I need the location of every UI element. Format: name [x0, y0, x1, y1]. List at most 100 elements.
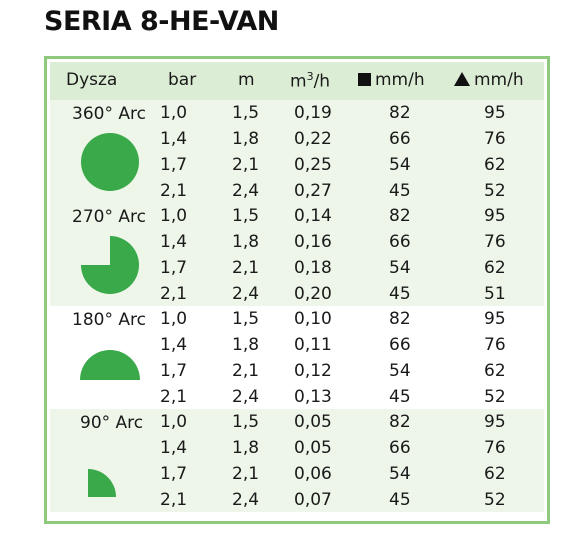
table-row: 1,7 2,1 0,25 54 62	[50, 152, 544, 178]
arc-label: 360° Arc	[72, 104, 146, 124]
table-row: 1,0 1,5 0,10 82 95	[50, 306, 544, 332]
cell-square-precip: 45	[389, 284, 411, 304]
nozzle-table: Dysza bar m m3/h mm/h mm/h 360° Arc 1,0 …	[44, 56, 550, 524]
cell-bar: 2,1	[160, 284, 188, 304]
square-icon	[358, 73, 371, 86]
cell-triangle-precip: 95	[484, 412, 506, 432]
cell-square-precip: 82	[389, 412, 411, 432]
cell-triangle-precip: 52	[484, 490, 506, 510]
cell-bar: 1,4	[160, 232, 188, 252]
cell-bar: 1,0	[160, 412, 188, 432]
cell-triangle-precip: 95	[484, 309, 506, 329]
cell-triangle-precip: 76	[484, 232, 506, 252]
page-title: SERIA 8-HE-VAN	[44, 6, 279, 37]
header-flow-tail: /h	[313, 71, 331, 92]
header-triangle-precip: mm/h	[454, 70, 524, 90]
cell-triangle-precip: 62	[484, 361, 506, 381]
cell-triangle-precip: 76	[484, 129, 506, 149]
nozzle-group-360: 360° Arc 1,0 1,5 0,19 82 95 1,4 1,8 0,22…	[50, 100, 544, 203]
table-row: 1,4 1,8 0,22 66 76	[50, 126, 544, 152]
cell-square-precip: 66	[389, 232, 411, 252]
cell-flow: 0,05	[294, 438, 332, 458]
cell-m: 1,8	[232, 129, 260, 149]
header-flow-sup: 3	[306, 70, 314, 83]
cell-square-precip: 66	[389, 129, 411, 149]
cell-triangle-precip: 52	[484, 387, 506, 407]
arc-270-icon	[81, 236, 139, 294]
nozzle-group-180: 180° Arc 1,0 1,5 0,10 82 95 1,4 1,8 0,11…	[50, 306, 544, 409]
cell-m: 2,4	[232, 181, 260, 201]
cell-flow: 0,06	[294, 464, 332, 484]
cell-square-precip: 82	[389, 206, 411, 226]
arc-label: 270° Arc	[72, 207, 146, 227]
cell-bar: 1,0	[160, 206, 188, 226]
cell-m: 2,1	[232, 155, 260, 175]
table-row: 2,1 2,4 0,20 45 51	[50, 281, 544, 307]
cell-square-precip: 54	[389, 258, 411, 278]
cell-bar: 1,7	[160, 464, 188, 484]
cell-bar: 2,1	[160, 181, 188, 201]
cell-bar: 2,1	[160, 490, 188, 510]
cell-bar: 1,4	[160, 335, 188, 355]
cell-flow: 0,16	[294, 232, 332, 252]
header-flow: m3/h	[290, 70, 330, 92]
cell-flow: 0,27	[294, 181, 332, 201]
cell-flow: 0,12	[294, 361, 332, 381]
arc-90-icon	[88, 469, 116, 497]
cell-flow: 0,18	[294, 258, 332, 278]
cell-flow: 0,05	[294, 412, 332, 432]
cell-flow: 0,13	[294, 387, 332, 407]
arc-180-icon	[80, 350, 140, 380]
cell-triangle-precip: 95	[484, 206, 506, 226]
header-bar: bar	[168, 70, 197, 90]
cell-flow: 0,14	[294, 206, 332, 226]
nozzle-group-270: 270° Arc 1,0 1,5 0,14 82 95 1,4 1,8 0,16…	[50, 203, 544, 306]
table-header: Dysza bar m m3/h mm/h mm/h	[50, 62, 544, 100]
cell-flow: 0,11	[294, 335, 332, 355]
cell-flow: 0,19	[294, 103, 332, 123]
header-square-precip: mm/h	[358, 70, 425, 90]
cell-m: 1,8	[232, 335, 260, 355]
cell-flow: 0,25	[294, 155, 332, 175]
cell-bar: 2,1	[160, 387, 188, 407]
table-row: 1,0 1,5 0,19 82 95	[50, 100, 544, 126]
cell-m: 2,1	[232, 464, 260, 484]
cell-square-precip: 66	[389, 335, 411, 355]
cell-flow: 0,10	[294, 309, 332, 329]
cell-square-precip: 54	[389, 464, 411, 484]
table-row: 2,1 2,4 0,27 45 52	[50, 178, 544, 204]
cell-flow: 0,20	[294, 284, 332, 304]
cell-m: 1,8	[232, 232, 260, 252]
header-flow-base: m	[290, 71, 307, 92]
table-row: 1,7 2,1 0,18 54 62	[50, 255, 544, 281]
cell-bar: 1,4	[160, 438, 188, 458]
arc-label: 90° Arc	[80, 413, 144, 433]
table-row: 1,4 1,8 0,11 66 76	[50, 332, 544, 358]
header-m: m	[238, 70, 255, 90]
header-square-unit: mm/h	[375, 70, 425, 90]
cell-square-precip: 45	[389, 490, 411, 510]
cell-square-precip: 54	[389, 155, 411, 175]
cell-m: 1,5	[232, 309, 260, 329]
table-row: 1,0 1,5 0,14 82 95	[50, 203, 544, 229]
cell-triangle-precip: 76	[484, 438, 506, 458]
cell-triangle-precip: 95	[484, 103, 506, 123]
cell-bar: 1,4	[160, 129, 188, 149]
cell-m: 2,1	[232, 258, 260, 278]
cell-bar: 1,0	[160, 309, 188, 329]
cell-flow: 0,22	[294, 129, 332, 149]
nozzle-group-90: 90° Arc 1,0 1,5 0,05 82 95 1,4 1,8 0,05 …	[50, 409, 544, 512]
table-row: 2,1 2,4 0,13 45 52	[50, 384, 544, 410]
cell-m: 1,5	[232, 103, 260, 123]
cell-square-precip: 82	[389, 309, 411, 329]
cell-triangle-precip: 62	[484, 258, 506, 278]
header-triangle-unit: mm/h	[474, 70, 524, 90]
circle-360-icon	[81, 133, 139, 191]
cell-bar: 1,0	[160, 103, 188, 123]
cell-m: 2,4	[232, 490, 260, 510]
cell-square-precip: 45	[389, 181, 411, 201]
header-nozzle: Dysza	[66, 70, 118, 90]
cell-m: 2,1	[232, 361, 260, 381]
cell-square-precip: 45	[389, 387, 411, 407]
cell-bar: 1,7	[160, 361, 188, 381]
